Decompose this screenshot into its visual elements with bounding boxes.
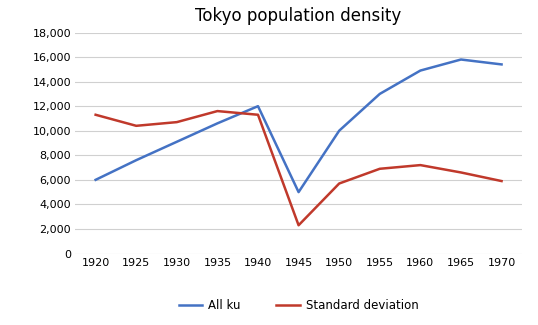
Standard deviation <box>174 120 180 124</box>
All ku <box>498 62 505 66</box>
Standard deviation <box>336 182 342 186</box>
All ku <box>174 140 180 144</box>
All ku <box>295 190 302 194</box>
Standard deviation <box>498 179 505 183</box>
Title: Tokyo population density: Tokyo population density <box>195 7 402 25</box>
All ku <box>133 158 139 162</box>
All ku <box>377 92 383 96</box>
All ku <box>458 58 464 61</box>
All ku <box>93 178 99 182</box>
Standard deviation <box>377 167 383 171</box>
All ku <box>214 122 221 125</box>
Standard deviation <box>93 113 99 117</box>
Legend: All ku, Standard deviation: All ku, Standard deviation <box>174 295 423 317</box>
Line: Standard deviation: Standard deviation <box>96 111 501 225</box>
Standard deviation <box>458 171 464 175</box>
Standard deviation <box>417 163 423 167</box>
Standard deviation <box>133 124 139 128</box>
Standard deviation <box>255 113 261 117</box>
Line: All ku: All ku <box>96 59 501 192</box>
All ku <box>336 129 342 133</box>
Standard deviation <box>214 109 221 113</box>
All ku <box>255 104 261 108</box>
All ku <box>417 69 423 72</box>
Standard deviation <box>295 223 302 227</box>
